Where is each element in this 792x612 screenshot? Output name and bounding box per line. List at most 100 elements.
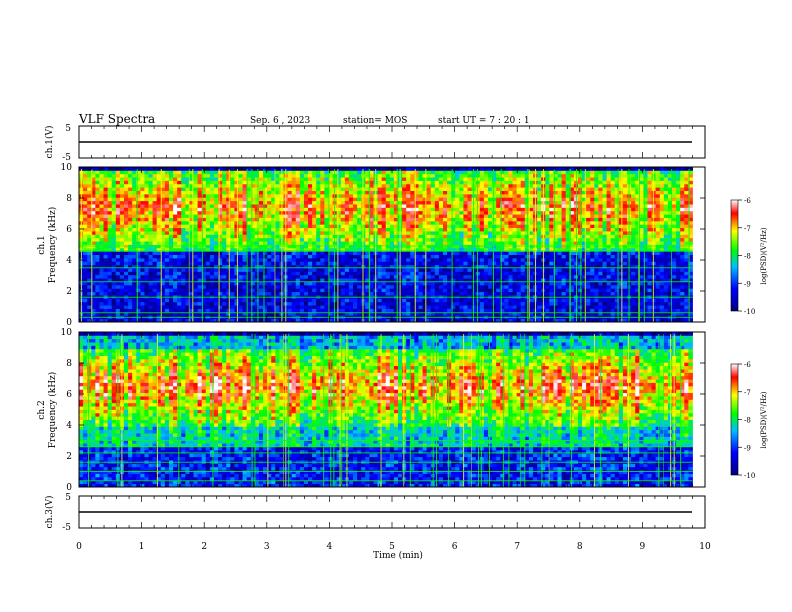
spectrogram-cell (103, 241, 109, 245)
spectrogram-cell (275, 204, 280, 208)
spectrogram-cell (291, 187, 297, 191)
spectrogram-cell (512, 200, 518, 205)
spectrogram-cell (443, 173, 448, 178)
spectrogram-cell (164, 183, 170, 188)
spectrogram-cell (107, 274, 113, 279)
spectrogram-cell (209, 284, 215, 289)
spectrogram-cell (287, 190, 293, 195)
spectrogram-cell (201, 257, 207, 262)
spectrogram-cell (168, 291, 174, 296)
spectrogram-cell (381, 254, 387, 259)
spectrogram-cell (340, 257, 346, 262)
spectrogram-cell (152, 241, 158, 245)
spectrogram-cell (140, 207, 145, 212)
spectrogram-cell (128, 197, 133, 202)
spectrogram-cell (348, 257, 354, 262)
spectrogram-cell (230, 261, 235, 266)
spectrogram-cell (299, 214, 305, 218)
spectrogram-cell (246, 224, 252, 229)
spectrogram-cell (492, 291, 497, 296)
spectrogram-cell (115, 254, 121, 259)
spectrogram-cell (308, 177, 313, 181)
spectrogram-cell (512, 298, 518, 303)
spectrogram-cell (123, 254, 129, 259)
spectrogram-cell (389, 227, 395, 232)
spectrogram-cell (148, 180, 154, 185)
spectrogram-cell (209, 197, 215, 202)
spectrogram-cell (393, 301, 399, 306)
spectrogram-cell (213, 210, 219, 215)
spectrogram-cell (83, 288, 88, 293)
spectrogram-cell (263, 187, 268, 191)
spectrogram-cell (353, 241, 358, 245)
spectrogram-cell (487, 173, 493, 178)
spectrogram-cell (185, 200, 190, 205)
spectrogram-cell (516, 284, 522, 289)
spectrogram-cell (222, 247, 227, 252)
spectrogram-cell (512, 207, 518, 212)
spectrogram-cell (447, 187, 452, 191)
spectrogram-cell (389, 200, 395, 205)
spectrogram-cell (389, 288, 395, 293)
spectrogram-cell (312, 268, 317, 272)
spectrogram-cell (123, 214, 129, 218)
spectrogram-cell (455, 190, 460, 195)
spectrogram-cell (303, 190, 309, 195)
spectrogram-cell (487, 197, 493, 202)
spectrogram-cell (156, 227, 162, 232)
spectrogram-cell (160, 170, 166, 175)
spectrogram-cell (164, 177, 170, 181)
spectrogram-cell (291, 197, 297, 202)
spectrogram-cell (369, 207, 374, 212)
spectrogram-cell (398, 167, 403, 171)
spectrogram-cell (250, 180, 256, 185)
spectrogram-cell (357, 268, 362, 272)
spectrogram-cell (422, 305, 428, 309)
spectrogram-cell (459, 251, 464, 256)
spectrogram-cell (414, 251, 419, 256)
spectrogram-cell (381, 217, 387, 222)
spectrogram-cell (459, 180, 464, 185)
spectrogram-cell (422, 308, 428, 313)
spectrogram-cell (393, 200, 399, 205)
spectrogram-cell (267, 190, 272, 195)
spectrogram-cell (152, 288, 158, 293)
spectrogram-cell (197, 227, 203, 232)
spectrogram-cell (353, 210, 358, 215)
spectrogram-cell (340, 231, 346, 235)
spectrogram-cell (197, 257, 203, 262)
spectrogram-cell (213, 257, 219, 262)
spectrogram-cell (238, 291, 243, 296)
spectrogram-cell (177, 278, 182, 282)
spectrogram-cell (348, 187, 354, 191)
spectrogram-cell (181, 227, 186, 232)
spectrogram-cell (500, 237, 505, 242)
spectrogram-cell (271, 247, 276, 252)
spectrogram-cell (308, 291, 313, 296)
spectrogram-cell (148, 254, 154, 259)
spectrogram-cell (263, 251, 268, 256)
spectrogram-cell (393, 308, 399, 313)
spectrogram-cell (422, 167, 428, 171)
spectrogram-cell (512, 177, 518, 181)
spectrogram-cell (508, 173, 513, 178)
spectrogram-cell (123, 180, 129, 185)
spectrogram-cell (467, 257, 473, 262)
spectrogram-cell (185, 214, 190, 218)
spectrogram-cell (103, 173, 109, 178)
spectrogram-cell (218, 268, 223, 272)
spectrogram-cell (222, 231, 227, 235)
spectrogram-cell (451, 210, 456, 215)
spectrogram-cell (123, 305, 129, 309)
spectrogram-cell (140, 187, 145, 191)
spectrogram-cell (254, 173, 260, 178)
spectrogram-cell (393, 190, 399, 195)
spectrogram-cell (426, 271, 432, 276)
spectrogram-cell (487, 227, 493, 232)
spectrogram-cell (123, 241, 129, 245)
spectrogram-cell (164, 268, 170, 272)
spectrogram-cell (168, 207, 174, 212)
spectrogram-cell (434, 167, 440, 171)
spectrogram-cell (83, 217, 88, 222)
spectrogram-cell (128, 220, 133, 225)
